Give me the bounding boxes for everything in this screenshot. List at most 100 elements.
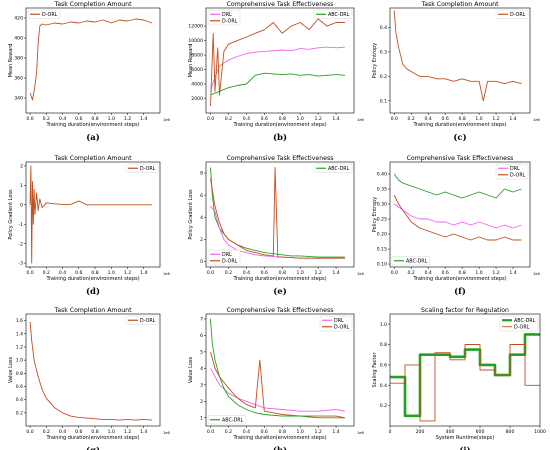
x-tick-label: 1.4 [140,429,147,435]
y-tick-label: 0.8 [16,371,23,377]
panel-h: Comprehensive Task Effectiveness 0.0 0.2 0.… [188,307,364,450]
y-tick-label: 0.10 [377,262,387,268]
y-tick-label: -2 [18,241,23,247]
y-axis-label: Policy Entropy [372,197,378,232]
x-tick-label: 0.6 [75,270,82,276]
axes-frame [389,313,541,427]
legend-entry: D-ORL [334,324,350,330]
x-tick-label: 0.0 [207,116,214,122]
y-tick-label: 0.35 [377,187,387,193]
y-tick-label: 4 [200,366,203,372]
y-tick-label: 340 [14,96,23,102]
y-tick-label: 0.6 [16,384,23,390]
legend-entry: ABC-DRL [222,417,244,423]
x-exponent-label: 1e6 [357,118,364,122]
panel-sublabel: (g) [86,445,100,450]
y-tick-label: 0.4 [380,383,387,389]
x-tick-label: 0.4 [425,116,432,122]
x-tick-label: 1000 [534,429,546,435]
series-line-drl [210,46,346,92]
x-tick-label: 0.6 [441,116,448,122]
legend: ABC-DRL [207,415,247,425]
y-tick-label: 1 [200,415,203,421]
panel-title: Comprehensive Task Effectiveness [227,307,334,314]
panel-e: Comprehensive Task Effectiveness 0.0 0.2 0.… [188,155,364,297]
x-tick-label: 400 [446,429,455,435]
x-tick-label: 0.8 [458,270,465,276]
y-tick-label: 6 [200,333,203,339]
x-tick-label: 1.2 [124,116,131,122]
panel-title: Comprehensive Task Effectiveness [227,155,334,162]
x-tick-label: 0.2 [225,270,232,276]
y-tick-label: -1 [18,222,23,228]
legend-entry: DRL [222,12,232,18]
x-tick-label: 0.8 [91,429,98,435]
x-tick-label: 0.8 [279,270,286,276]
y-tick-label: 5 [200,349,203,355]
series-group [29,18,153,101]
y-tick-label: 3 [200,382,203,388]
axes-frame [205,7,355,114]
series-line-drl [393,203,522,229]
legend: ABC-DRL [313,163,353,173]
x-tick-label: 0.8 [279,429,286,435]
x-tick-label: 0.4 [59,270,66,276]
x-tick-label: 1.0 [297,116,304,122]
y-tick-label: 4000 [191,82,203,88]
legend-box [207,415,247,425]
y-axis-label: Value Loss [8,356,14,383]
x-tick-label: 1.0 [108,116,115,122]
panel-title: Scaling factor for Regulation [421,307,509,314]
x-axis-label: Training duration(environment steps) [232,122,326,128]
y-tick-label: 0.6 [380,363,387,369]
x-tick-label: 0.4 [59,116,66,122]
x-tick-label: 0.2 [43,270,50,276]
x-tick-label: 1.4 [332,116,339,122]
x-tick-label: 0.0 [207,270,214,276]
x-tick-label: 1.2 [314,116,321,122]
x-tick-label: 1.2 [492,116,499,122]
panel-sublabel: (f) [454,286,466,297]
y-tick-label: 380 [14,56,23,62]
legend-box [391,256,431,266]
x-tick-label: 0.0 [391,116,398,122]
y-tick-label: 1.4 [16,331,23,337]
panel-g: Task Completion Amount 0.0 0.2 0.4 0.6 0.8 1.0… [8,307,170,450]
axes-frame [25,313,161,427]
y-tick-label: 0.2 [380,403,387,409]
y-tick-label: 1.2 [16,345,23,351]
y-axis-label: Mean Reward [8,44,14,78]
y-tick-label: 2 [200,399,203,405]
legend-entry: ABC-DRL [514,318,536,324]
panel-sublabel: (b) [273,132,287,143]
x-tick-label: 0.0 [26,270,33,276]
legend: D-ORL [125,315,159,325]
series-line-drl [210,368,346,412]
x-tick-label: 0.6 [261,429,268,435]
series-line-d-orl [29,321,152,421]
legend-entry: D-ORL [510,12,526,18]
panel-b: Comprehensive Task Effectiveness 0.0 0.2 0.… [188,1,364,143]
x-tick-label: 0.8 [279,116,286,122]
legend-entry: D-ORL [140,318,156,324]
x-tick-label: 1.0 [297,429,304,435]
x-tick-label: 0.2 [43,116,50,122]
x-tick-label: 0.4 [425,270,432,276]
panel-title: Comprehensive Task Effectiveness [227,1,334,8]
x-tick-label: 0.6 [261,270,268,276]
panel-sublabel: (e) [273,286,286,297]
x-tick-label: 0.8 [91,270,98,276]
x-tick-label: 0.4 [243,116,250,122]
legend-box [27,9,61,19]
legend-entry: ABC-DRL [328,12,350,18]
legend-entry: D-ORL [42,12,58,18]
series-line-abc-drl [393,173,522,199]
y-tick-label: 0 [200,259,203,265]
x-axis-label: Training duration(environment steps) [45,122,139,128]
legend: ABC-DRL [391,256,431,266]
